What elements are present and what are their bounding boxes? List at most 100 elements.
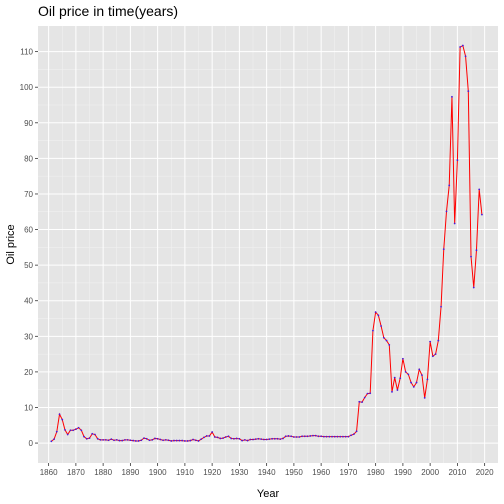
- data-point: [344, 435, 347, 438]
- data-point: [72, 429, 75, 432]
- data-point: [189, 439, 192, 442]
- data-point: [183, 440, 186, 442]
- data-point: [481, 213, 483, 216]
- data-point: [451, 95, 453, 98]
- data-point: [235, 437, 238, 440]
- data-point: [372, 329, 374, 332]
- data-point: [64, 429, 66, 431]
- data-point: [96, 437, 99, 440]
- data-point: [273, 437, 276, 440]
- data-point: [216, 436, 219, 439]
- data-point: [94, 433, 96, 436]
- data-point: [396, 389, 399, 391]
- data-point: [243, 438, 246, 441]
- data-point: [306, 435, 309, 438]
- data-point: [464, 55, 467, 58]
- data-point: [418, 368, 421, 371]
- data-point: [263, 438, 265, 441]
- data-point: [211, 431, 214, 433]
- data-point: [312, 434, 314, 437]
- data-point: [320, 435, 323, 438]
- data-point: [162, 439, 164, 442]
- major-grid: [38, 26, 498, 463]
- data-point: [322, 435, 325, 438]
- data-point: [213, 436, 216, 438]
- data-point: [301, 435, 303, 438]
- x-tick-label: 1880: [94, 468, 112, 477]
- data-point: [404, 371, 407, 373]
- data-point: [456, 159, 459, 162]
- data-point: [203, 436, 205, 439]
- data-point: [407, 373, 410, 376]
- data-point: [219, 437, 222, 440]
- data-point: [309, 435, 312, 437]
- data-point: [66, 433, 69, 436]
- data-point: [83, 435, 85, 438]
- data-point: [173, 439, 175, 442]
- data-point: [85, 437, 88, 440]
- data-point: [74, 428, 77, 431]
- data-point: [254, 438, 257, 441]
- y-tick-label: 40: [24, 297, 33, 306]
- x-tick-label: 1920: [203, 468, 221, 477]
- y-tick-label: 50: [24, 261, 33, 270]
- data-point: [374, 311, 377, 314]
- data-point: [145, 437, 148, 440]
- data-point: [339, 435, 342, 438]
- data-point: [333, 435, 336, 438]
- x-tick-label: 1930: [230, 468, 248, 477]
- x-tick-label: 1870: [67, 468, 85, 477]
- data-point: [445, 210, 448, 213]
- data-point: [252, 438, 254, 441]
- data-point: [194, 439, 197, 442]
- y-tick-label: 110: [20, 48, 33, 57]
- data-point: [170, 440, 173, 442]
- data-point: [382, 336, 385, 339]
- y-axis: 0 10 20 30 40 50 60 70 80 90 100 110: [20, 48, 38, 448]
- data-point: [437, 339, 440, 342]
- data-point: [208, 435, 211, 437]
- data-point: [393, 376, 396, 379]
- data-point: [377, 314, 380, 317]
- data-point: [132, 439, 135, 442]
- data-point: [167, 439, 170, 442]
- data-point: [230, 437, 233, 440]
- data-point: [470, 255, 472, 258]
- data-point: [361, 401, 363, 404]
- data-point: [175, 439, 178, 442]
- data-point: [110, 438, 113, 441]
- data-point: [186, 440, 189, 442]
- data-point: [257, 437, 260, 440]
- x-tick-label: 2000: [421, 468, 439, 477]
- x-tick-label: 2020: [476, 468, 494, 477]
- data-point: [347, 435, 350, 438]
- data-point: [401, 357, 404, 360]
- data-point: [55, 430, 58, 433]
- data-point: [303, 435, 306, 438]
- data-point: [61, 418, 64, 421]
- y-tick-label: 20: [24, 368, 33, 377]
- data-point: [287, 435, 290, 437]
- data-point: [342, 435, 344, 438]
- data-point: [137, 440, 140, 442]
- data-point: [355, 430, 358, 433]
- data-point: [227, 435, 230, 438]
- data-point: [58, 413, 61, 416]
- data-point: [369, 392, 372, 395]
- data-point: [91, 432, 94, 435]
- y-axis-title: Oil price: [5, 224, 17, 264]
- y-tick-label: 80: [24, 154, 33, 163]
- data-point: [159, 438, 162, 441]
- data-point: [121, 439, 124, 442]
- y-tick-label: 100: [20, 83, 34, 92]
- x-tick-label: 1940: [258, 468, 276, 477]
- data-point: [442, 248, 445, 251]
- data-point: [164, 438, 167, 441]
- data-point: [459, 46, 462, 48]
- data-point: [233, 437, 235, 440]
- data-point: [178, 439, 181, 442]
- data-point: [238, 437, 241, 440]
- data-point: [260, 438, 263, 441]
- data-point: [426, 378, 429, 381]
